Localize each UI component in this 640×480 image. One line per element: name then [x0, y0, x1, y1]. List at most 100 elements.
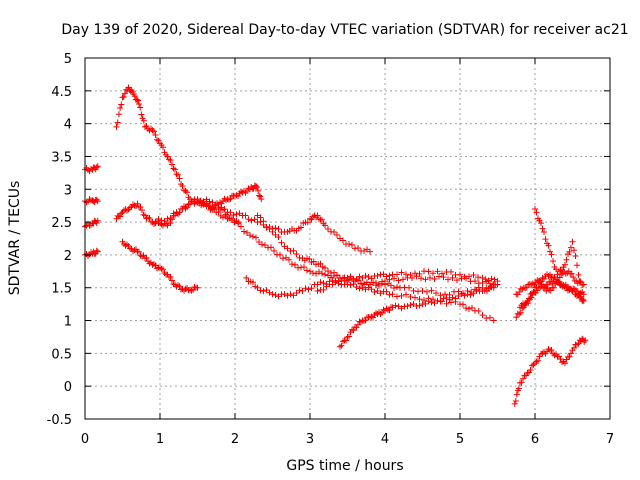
- data-point: [245, 216, 252, 223]
- data-point: [322, 271, 328, 278]
- data-point: [184, 204, 190, 211]
- data-point: [542, 236, 549, 243]
- data-point: [158, 217, 165, 224]
- x-tick-label: 0: [81, 432, 89, 447]
- data-point: [209, 199, 216, 206]
- data-point: [580, 296, 586, 303]
- data-point: [343, 337, 349, 344]
- data-point: [449, 294, 456, 301]
- data-point: [338, 277, 345, 284]
- data-point: [356, 318, 363, 325]
- data-point: [490, 284, 497, 291]
- data-point: [482, 276, 489, 283]
- data-point: [568, 350, 574, 357]
- data-point: [175, 171, 181, 178]
- data-point: [517, 309, 524, 316]
- data-point: [362, 317, 369, 324]
- data-point: [136, 100, 142, 107]
- data-point: [260, 288, 267, 295]
- series-track-11: [254, 212, 501, 299]
- data-point: [232, 219, 238, 226]
- y-axis-label: SDTVAR / TECUs: [7, 181, 23, 296]
- data-point: [454, 277, 460, 284]
- data-point: [334, 272, 340, 279]
- data-point: [230, 212, 237, 219]
- data-point: [254, 284, 261, 291]
- data-point: [545, 242, 552, 249]
- data-point: [121, 90, 128, 97]
- y-tick-label: 0: [64, 380, 72, 395]
- data-point: [416, 270, 423, 277]
- data-point: [114, 119, 121, 126]
- x-tick-label: 7: [606, 432, 614, 447]
- data-point: [113, 123, 120, 130]
- data-point: [172, 166, 178, 173]
- data-point: [304, 267, 310, 274]
- data-point: [217, 205, 223, 212]
- x-axis-label: GPS time / hours: [286, 458, 403, 474]
- data-point: [359, 284, 366, 291]
- data-point: [368, 286, 375, 293]
- data-point: [548, 346, 555, 353]
- data-point: [257, 214, 264, 221]
- data-point: [407, 294, 414, 301]
- data-point: [572, 252, 579, 259]
- data-point: [93, 196, 100, 203]
- data-point: [296, 287, 303, 294]
- data-point: [488, 275, 495, 282]
- data-point: [322, 222, 328, 229]
- data-point: [362, 272, 369, 279]
- data-point: [467, 291, 474, 298]
- data-point: [155, 216, 162, 223]
- data-point: [169, 277, 175, 284]
- data-point: [143, 254, 150, 261]
- data-point: [442, 291, 448, 298]
- data-point: [475, 284, 482, 291]
- data-point: [554, 271, 561, 278]
- data-point: [412, 294, 418, 301]
- data-point: [206, 198, 213, 205]
- data-point: [479, 274, 486, 281]
- data-point: [570, 274, 577, 281]
- data-point: [337, 343, 343, 350]
- data-point: [322, 265, 328, 272]
- data-point: [353, 283, 360, 290]
- data-point: [406, 284, 412, 291]
- data-point: [286, 256, 292, 263]
- data-point: [539, 225, 546, 232]
- data-point: [238, 223, 244, 230]
- data-point: [379, 280, 385, 287]
- chart-title: Day 139 of 2020, Sidereal Day-to-day VTE…: [61, 22, 628, 38]
- data-point: [428, 299, 435, 306]
- data-point: [527, 366, 534, 373]
- data-point: [532, 205, 538, 212]
- data-point: [317, 279, 324, 286]
- data-point: [356, 273, 363, 280]
- series-track-8: [149, 196, 373, 255]
- data-point: [523, 284, 530, 291]
- y-tick-label: 0.5: [51, 347, 72, 362]
- data-point: [513, 391, 520, 398]
- data-point: [185, 201, 192, 208]
- data-point: [176, 209, 183, 216]
- data-point: [391, 275, 397, 282]
- data-point: [577, 278, 583, 285]
- data-point: [259, 241, 265, 248]
- data-point: [293, 290, 300, 297]
- data-point: [346, 333, 352, 340]
- data-point: [284, 292, 291, 299]
- data-point: [526, 295, 532, 302]
- data-point: [268, 244, 274, 251]
- data-point: [370, 314, 376, 321]
- data-point: [403, 271, 409, 278]
- series-track-17: [532, 205, 583, 285]
- data-point: [250, 279, 256, 286]
- data-point: [469, 304, 475, 311]
- data-point: [419, 288, 426, 295]
- data-point: [392, 302, 399, 309]
- data-point: [398, 269, 405, 276]
- data-point: [347, 281, 354, 288]
- series-track-7: [119, 238, 201, 294]
- data-point: [518, 379, 525, 386]
- data-point: [299, 288, 306, 295]
